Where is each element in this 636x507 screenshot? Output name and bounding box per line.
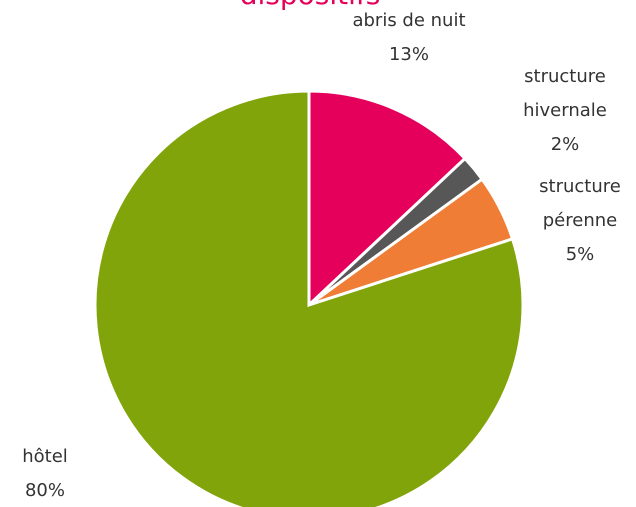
data-label: abris de nuit 13% — [350, 4, 468, 72]
value-label: 2% — [550, 134, 580, 155]
category-name: structure hivernale — [523, 66, 607, 121]
data-label: structure hivernale 2% — [500, 60, 630, 162]
category-name: structure pérenne — [539, 176, 621, 231]
value-label: 5% — [565, 244, 595, 265]
pie-slice — [307, 89, 468, 309]
chart-title: dispositifs — [0, 0, 620, 11]
value-label: 80% — [24, 480, 65, 501]
data-label: hôtel 80% — [0, 440, 90, 507]
category-name: abris de nuit — [352, 10, 466, 31]
data-label: structure pérenne 5% — [515, 170, 636, 272]
category-name: hôtel — [22, 446, 68, 467]
pie-slice — [93, 89, 525, 507]
value-label: 13% — [388, 44, 429, 65]
